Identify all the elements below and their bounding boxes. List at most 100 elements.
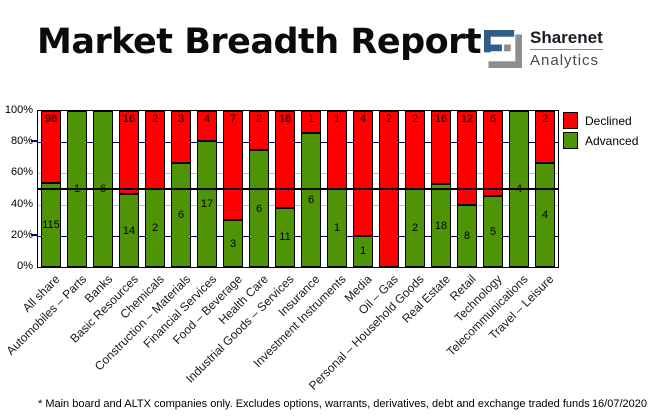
plot-area: 1159816141622631743762111861111422218168… bbox=[37, 110, 559, 268]
declined-segment bbox=[483, 111, 503, 197]
declined-segment bbox=[535, 111, 555, 163]
sharenet-logo: Sharenet Analytics bbox=[484, 28, 603, 70]
gridline-20 bbox=[38, 235, 558, 237]
bar-Personal – Household Goods: 22 bbox=[405, 111, 425, 267]
advanced-count-label: 6 bbox=[177, 209, 185, 221]
declined-count-label: 7 bbox=[229, 113, 237, 125]
page-title: Market Breadth Report bbox=[37, 22, 482, 62]
gridline-80 bbox=[38, 142, 558, 144]
declined-count-label: 1 bbox=[307, 113, 315, 125]
advanced-count-label: 1 bbox=[333, 222, 341, 234]
bar-All share: 115 98 bbox=[41, 111, 61, 267]
declined-count-label: 3 bbox=[177, 113, 185, 125]
advanced-segment bbox=[249, 150, 269, 267]
advanced-count-label: 18 bbox=[434, 219, 448, 232]
legend-item-declined: Declined bbox=[563, 112, 638, 129]
declined-count-label: 12 bbox=[460, 113, 474, 125]
legend-item-advanced: Advanced bbox=[563, 132, 638, 149]
declined-count-label: 4 bbox=[203, 113, 211, 125]
declined-segment bbox=[275, 111, 295, 208]
advanced-count-label: 14 bbox=[122, 224, 136, 237]
y-axis-label: 40% bbox=[10, 197, 33, 210]
declined-count-label: 2 bbox=[411, 113, 419, 125]
bar-Food – Beverage: 37 bbox=[223, 111, 243, 267]
legend: Declined Advanced bbox=[563, 112, 638, 152]
advanced-count-label: 1 bbox=[359, 245, 367, 258]
advanced-count-label: 17 bbox=[200, 197, 214, 210]
advanced-segment bbox=[275, 207, 295, 267]
advanced-segment bbox=[457, 204, 477, 267]
y-axis-label: 60% bbox=[10, 166, 33, 179]
report-date: 16/07/2020 bbox=[591, 398, 647, 410]
advanced-segment bbox=[223, 220, 243, 267]
y-axis-label: 100% bbox=[4, 104, 33, 116]
gridline-60 bbox=[38, 173, 558, 175]
y-axis-tick bbox=[31, 233, 37, 236]
declined-count-label: 16 bbox=[122, 113, 136, 125]
bar-Health Care: 62 bbox=[249, 111, 269, 267]
declined-count-label: 18 bbox=[278, 113, 292, 125]
bar-Investment Instruments: 11 bbox=[327, 111, 347, 267]
y-axis-label: 0% bbox=[17, 260, 33, 272]
declined-label: Declined bbox=[585, 113, 632, 128]
fifty-percent-line bbox=[38, 188, 558, 190]
declined-count-label: 1 bbox=[333, 113, 341, 125]
footnote: * Main board and ALTX companies only. Ex… bbox=[38, 398, 590, 410]
advanced-count-label: 3 bbox=[229, 237, 237, 250]
advanced-segment bbox=[197, 140, 217, 267]
y-axis-label: 80% bbox=[10, 135, 33, 148]
logo-name: Sharenet bbox=[530, 28, 603, 50]
declined-segment bbox=[249, 111, 269, 150]
declined-segment bbox=[457, 111, 477, 205]
declined-count-label: 6 bbox=[489, 113, 497, 125]
declined-segment bbox=[431, 111, 451, 185]
advanced-swatch bbox=[563, 132, 578, 149]
advanced-count-label: 4 bbox=[541, 209, 549, 221]
declined-count-label: 4 bbox=[359, 113, 367, 125]
sharenet-logo-text: Sharenet Analytics bbox=[530, 28, 603, 70]
advanced-segment bbox=[483, 196, 503, 267]
advanced-count-label: 2 bbox=[151, 222, 159, 234]
sharenet-logo-icon bbox=[484, 30, 522, 68]
advanced-count-label: 115 bbox=[42, 218, 60, 231]
declined-swatch bbox=[563, 112, 578, 129]
advanced-label: Advanced bbox=[585, 133, 639, 148]
advanced-segment bbox=[119, 194, 139, 267]
declined-segment bbox=[197, 111, 217, 141]
logo-blue-part bbox=[484, 30, 515, 53]
declined-segment bbox=[223, 111, 243, 221]
logo-gray-part bbox=[488, 34, 522, 68]
advanced-count-label: 6 bbox=[255, 202, 263, 215]
advanced-count-label: 5 bbox=[489, 225, 497, 238]
declined-count-label: 2 bbox=[151, 113, 159, 125]
advanced-count-label: 6 bbox=[307, 194, 315, 207]
bar-Financial Services: 17 4 bbox=[197, 111, 217, 267]
advanced-count-label: 2 bbox=[411, 222, 419, 234]
declined-count-label: 2 bbox=[385, 113, 393, 125]
gridline-40 bbox=[38, 204, 558, 206]
declined-count-label: 16 bbox=[434, 113, 448, 125]
advanced-segment bbox=[353, 235, 373, 267]
declined-segment bbox=[41, 111, 61, 183]
advanced-segment bbox=[301, 133, 321, 267]
bar-Industrial Goods – Services: 11 18 bbox=[275, 111, 295, 267]
logo-subtitle: Analytics bbox=[530, 52, 600, 69]
bar-Basic Resources: 14 16 bbox=[119, 111, 139, 267]
bar-Real Estate: 18 16 bbox=[431, 111, 451, 267]
declined-segment bbox=[171, 111, 191, 163]
advanced-count-label: 11 bbox=[279, 231, 291, 244]
declined-segment bbox=[119, 111, 139, 195]
advanced-segment bbox=[431, 184, 451, 267]
y-axis-tick bbox=[31, 140, 37, 143]
declined-segment bbox=[301, 111, 321, 134]
declined-count-label: 98 bbox=[44, 113, 58, 125]
advanced-count-label: 8 bbox=[463, 229, 471, 242]
bar-Retail: 8 12 bbox=[457, 111, 477, 267]
declined-segment bbox=[353, 111, 373, 236]
advanced-segment bbox=[41, 182, 61, 267]
